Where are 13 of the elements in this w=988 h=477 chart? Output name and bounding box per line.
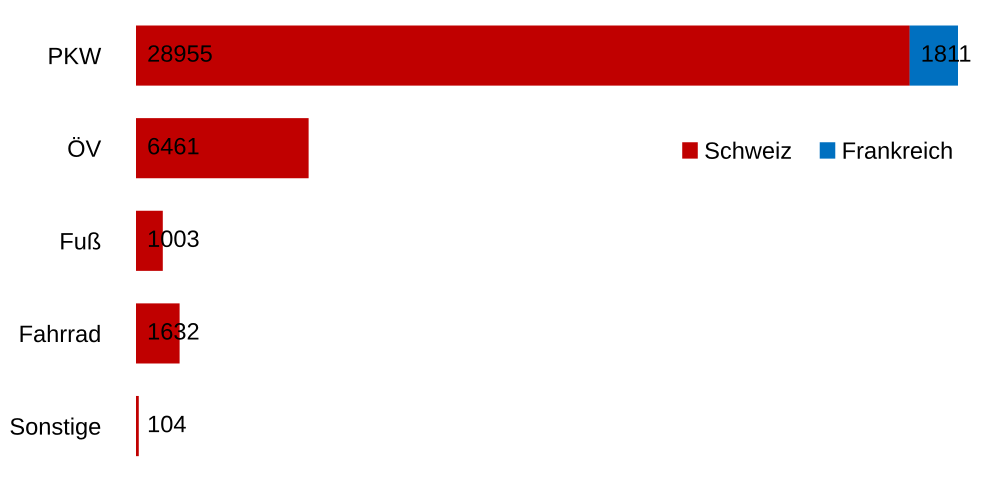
y-tick-label: PKW bbox=[49, 48, 102, 64]
bar bbox=[136, 25, 910, 86]
y-tick-label: Fuß bbox=[61, 232, 100, 250]
y-tick-label: Sonstige bbox=[10, 418, 100, 440]
y-tick-label: ÖV bbox=[68, 136, 102, 157]
data-label: 28955 bbox=[148, 45, 212, 62]
bar bbox=[136, 118, 309, 178]
data-label: 104 bbox=[148, 416, 186, 432]
legend-label: Frankreich bbox=[844, 142, 952, 159]
y-tick-label: Fahrrad bbox=[20, 324, 100, 342]
bar bbox=[136, 396, 139, 456]
legend-label: Schweiz bbox=[705, 142, 791, 159]
data-label: 6461 bbox=[148, 138, 198, 155]
